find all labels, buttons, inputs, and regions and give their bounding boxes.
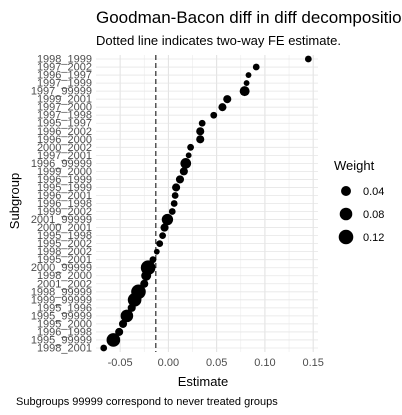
legend-key [338, 229, 354, 245]
data-point [185, 152, 192, 159]
y-tick-label: 1995_99999 [31, 310, 92, 322]
y-tick-label: 1997_1999 [37, 78, 92, 90]
data-point [179, 167, 188, 176]
y-tick-label: 1996_2000 [37, 134, 92, 146]
data-point [304, 55, 312, 63]
data-point [252, 63, 260, 71]
data-point [187, 143, 194, 151]
y-tick-label: 1998_2001 [37, 342, 92, 354]
chart-title: Goodman-Bacon diff in diff decomposition [96, 8, 402, 27]
data-point [153, 248, 160, 255]
y-tick-label: 1996_99999 [31, 158, 92, 170]
y-tick-label: 1998_99999 [31, 286, 92, 298]
legend-label: 0.04 [363, 186, 384, 198]
y-tick-label: 1995_1997 [37, 118, 92, 130]
y-tick-label: 1995_2001 [37, 254, 92, 266]
data-point [172, 183, 181, 192]
data-point [171, 192, 179, 199]
y-tick-label: 1999_99999 [31, 294, 92, 306]
x-tick-label: -0.05 [108, 357, 133, 369]
data-point [115, 327, 124, 336]
data-point [160, 223, 169, 232]
chart-caption: Subgroups 99999 correspond to never trea… [16, 396, 278, 408]
x-axis-ticks: -0.05 0.00 0.05 0.10 0.15 [108, 357, 324, 369]
y-axis-title: Subgroup [7, 173, 22, 229]
data-points [100, 55, 312, 352]
y-tick-label: 1997_2002 [37, 62, 92, 74]
data-point [168, 208, 176, 215]
data-point [100, 344, 108, 352]
data-point [127, 293, 142, 307]
data-point [196, 135, 205, 144]
x-tick-label: 0.10 [254, 357, 275, 369]
data-point [141, 270, 152, 281]
data-point [239, 86, 250, 97]
y-tick-label: 2000_2002 [37, 142, 92, 154]
y-tick-label: 1998_2000 [37, 270, 92, 282]
y-axis-ticks: 1998_19991997_20021996_19971997_19991997… [31, 54, 92, 355]
y-tick-label: 2000_2001 [37, 222, 92, 234]
y-tick-label: 1996_1998 [37, 198, 92, 210]
data-point [218, 103, 227, 112]
data-point [180, 158, 192, 169]
y-tick-label: 1997_1998 [37, 110, 92, 122]
data-point [159, 232, 166, 239]
x-tick-label: 0.05 [206, 357, 227, 369]
legend-label: 0.08 [363, 209, 384, 221]
y-tick-label: 2000_99999 [31, 262, 92, 274]
y-tick-label: 1995_1996 [37, 302, 92, 314]
y-tick-label: 1997_2000 [37, 102, 92, 114]
y-tick-label: 1996_1999 [37, 174, 92, 186]
y-tick-label: 1998_2002 [37, 246, 92, 258]
data-point [127, 303, 136, 312]
y-tick-label: 1995_2002 [37, 238, 92, 250]
x-axis-title: Estimate [178, 374, 229, 389]
y-tick-label: 1999_2001 [37, 94, 92, 106]
y-tick-label: 1995_1999 [37, 182, 92, 194]
data-point [156, 240, 164, 248]
grid [96, 55, 318, 352]
data-point [223, 95, 232, 104]
legend-label: 0.12 [363, 232, 384, 244]
legend: Weight 0.04 0.08 0.12 [334, 158, 384, 245]
data-point [120, 309, 134, 323]
data-point [118, 319, 128, 328]
legend-title: Weight [334, 158, 375, 173]
y-tick-label: 1997_99999 [31, 86, 92, 98]
data-point [161, 213, 174, 226]
data-point [243, 80, 250, 87]
data-point [196, 127, 205, 136]
y-tick-label: 1997_2001 [37, 150, 92, 162]
y-tick-label: 1998_1999 [37, 54, 92, 66]
data-point [175, 175, 185, 184]
y-tick-label: 1995_99999 [31, 334, 92, 346]
x-tick-label: 0.15 [302, 357, 323, 369]
y-tick-label: 2001_99999 [31, 214, 92, 226]
data-point [106, 333, 121, 347]
data-point [198, 119, 206, 127]
y-tick-label: 1996_1998 [37, 326, 92, 338]
data-point [245, 72, 252, 78]
y-tick-label: 1999_2002 [37, 206, 92, 218]
y-tick-label: 1996_2001 [37, 190, 92, 202]
y-tick-label: 1999_2000 [37, 166, 92, 178]
legend-key [341, 186, 351, 196]
legend-key [339, 207, 353, 221]
y-tick-label: 1995_2000 [37, 318, 92, 330]
y-tick-label: 1995_1998 [37, 230, 92, 242]
data-point [170, 200, 178, 207]
x-tick-label: 0.00 [158, 357, 179, 369]
y-tick-label: 1996_2002 [37, 126, 92, 138]
chart-subtitle: Dotted line indicates two-way FE estimat… [96, 33, 341, 48]
data-point [210, 111, 218, 119]
y-tick-label: 2001_2002 [37, 278, 92, 290]
y-tick-label: 1996_1997 [37, 70, 92, 82]
